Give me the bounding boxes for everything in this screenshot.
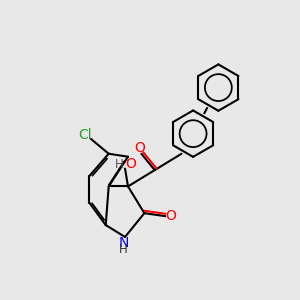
Text: O: O xyxy=(134,141,145,155)
Text: N: N xyxy=(118,236,129,250)
Text: Cl: Cl xyxy=(79,128,92,142)
Text: H: H xyxy=(119,243,128,256)
Text: O: O xyxy=(125,157,136,171)
Text: H: H xyxy=(115,158,124,171)
Text: O: O xyxy=(166,209,176,223)
